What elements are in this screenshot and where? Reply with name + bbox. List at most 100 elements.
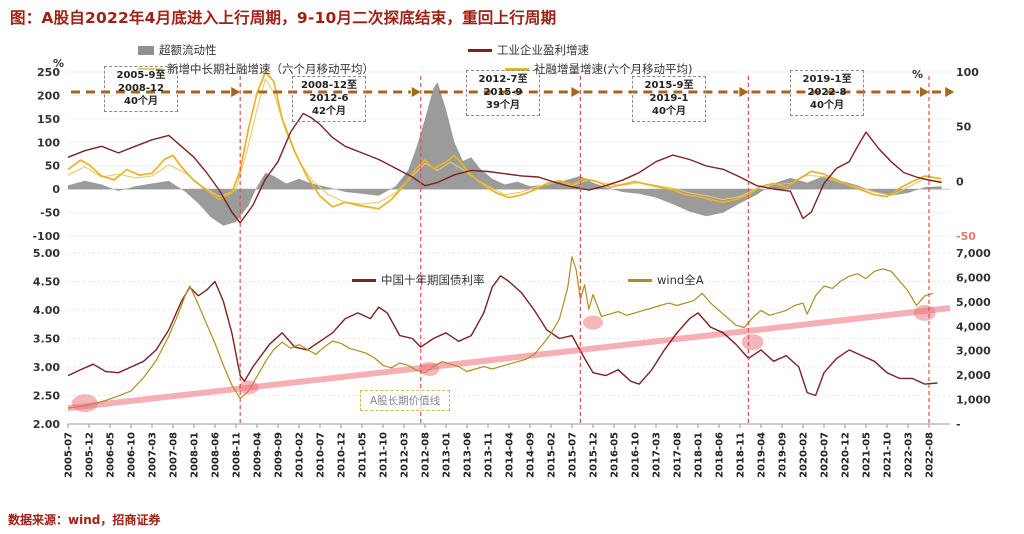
- x-axis-label: 2007-03: [148, 432, 159, 478]
- x-axis-label: 2015-02: [547, 432, 558, 478]
- x-axis-label: 2018-01: [694, 432, 705, 478]
- period-line: 2008-12: [118, 83, 164, 95]
- period-box-5: 2019-1至 2022-8 40个月: [790, 70, 864, 116]
- x-axis-label: 2020-07: [820, 432, 831, 478]
- cycle-bottom-marker: [583, 315, 603, 330]
- x-axis-label: 2009-04: [253, 432, 264, 478]
- period-line: 42个月: [312, 106, 346, 118]
- y-axis-tick-left: 2.50: [33, 390, 60, 403]
- legend-item-industrial-profit: 工业企业盈利增速: [468, 42, 589, 58]
- x-axis-label: 2016-05: [610, 432, 621, 478]
- source-note: 数据来源：wind，招商证券: [8, 513, 161, 527]
- line-series: [68, 71, 942, 210]
- period-line: 40个月: [124, 96, 158, 108]
- period-line: 2019-1: [649, 93, 689, 105]
- period-box-1: 2005-9至 2008-12 40个月: [104, 66, 178, 112]
- x-axis-label: 2005-12: [85, 432, 96, 478]
- period-line: 40个月: [810, 100, 844, 112]
- cycle-arrow-head: [411, 87, 421, 97]
- financing-growth-swatch: [505, 67, 529, 71]
- line-series: [68, 256, 934, 409]
- x-axis-label: 2013-01: [442, 432, 453, 478]
- period-line: 2012-6: [309, 93, 349, 105]
- x-axis-label: 2020-02: [799, 432, 810, 478]
- x-axis-label: 2022-03: [904, 432, 915, 478]
- x-axis-label: 2018-06: [715, 432, 726, 478]
- period-box-2: 2008-12至 2012-6 42个月: [292, 76, 366, 122]
- y-axis-tick-right: 7,000: [956, 247, 991, 260]
- period-line: 2022-8: [807, 87, 847, 99]
- y-axis-tick-left: 4.00: [33, 304, 60, 317]
- x-axis-label: 2013-06: [463, 432, 474, 478]
- y-axis-tick-right: -50: [956, 230, 976, 243]
- x-axis-label: 2008-11: [232, 432, 243, 478]
- y-axis-tick-right: 1,000: [956, 394, 991, 407]
- y-axis-tick-left: 3.50: [33, 333, 60, 346]
- legend-item-financing-growth: 社融增量增速(六个月移动平均): [505, 61, 692, 77]
- y-axis-tick-left: 250: [37, 66, 60, 79]
- x-axis-label: 2017-03: [652, 432, 663, 478]
- y-axis-tick-left: 200: [37, 89, 60, 102]
- period-box-4: 2015-9至 2019-1 40个月: [632, 76, 706, 122]
- line-series: [68, 275, 938, 397]
- legend-label: 新增中长期社融增速（六个月移动平均）: [167, 62, 374, 76]
- x-axis-label: 2015-07: [568, 432, 579, 478]
- y-axis-tick-right: 5,000: [956, 296, 991, 309]
- x-axis-label: 2012-03: [400, 432, 411, 478]
- x-axis-label: 2005-07: [64, 432, 75, 478]
- page-title: 图：A股自2022年4月底进入上行周期，9-10月二次探底结束，重回上行周期: [10, 9, 557, 27]
- y-axis-tick-right: 0: [956, 175, 964, 188]
- y-axis-tick-left: 50: [45, 160, 61, 173]
- top-chart-series: [68, 71, 942, 226]
- y-axis-tick-left: 100: [37, 136, 60, 149]
- line-series: [68, 305, 950, 412]
- line-series: [68, 112, 942, 224]
- x-axis-label: 2011-05: [358, 432, 369, 478]
- legend-item-excess-liquidity: 超额流动性: [138, 42, 217, 58]
- x-axis-label: 2014-04: [505, 432, 516, 478]
- cycle-bottom-marker: [741, 334, 764, 351]
- legend-label: wind全A: [657, 273, 704, 287]
- x-axis-label: 2010-07: [316, 432, 327, 478]
- y-axis-tick-left: -100: [32, 230, 60, 243]
- cycle-bottom-marker: [238, 380, 259, 395]
- y-axis-tick-right: 100: [956, 66, 979, 79]
- x-axis-label: 2009-09: [274, 432, 285, 478]
- x-axis-label: 2010-12: [337, 432, 348, 478]
- x-axis-label: 2008-01: [190, 432, 201, 478]
- legend-item-treasury-yield: 中国十年期国债利率: [352, 272, 485, 288]
- legend-label: 工业企业盈利增速: [497, 43, 589, 57]
- cycle-arrow-head: [945, 87, 955, 97]
- cycle-arrow-head: [571, 87, 581, 97]
- x-axis-label: 2022-08: [925, 432, 936, 478]
- cycle-arrow-head: [231, 87, 241, 97]
- x-axis-label: 2006-10: [127, 432, 138, 478]
- y-axis-tick-right: 4,000: [956, 320, 991, 333]
- x-axis-label: 2016-10: [631, 432, 642, 478]
- y-axis-tick-right: 50: [956, 121, 972, 134]
- x-axis-label: 2019-09: [778, 432, 789, 478]
- period-line: 2005-9至: [116, 70, 166, 81]
- y-axis-tick-right: 3,000: [956, 345, 991, 358]
- y-axis-tick-left: 2.00: [33, 418, 60, 431]
- y-axis-tick-right: 2,000: [956, 369, 991, 382]
- legend-item-mlt-financing: 新增中长期社融增速（六个月移动平均）: [138, 61, 374, 77]
- area-excess-liquidity: [68, 82, 942, 226]
- period-line: 2019-1至: [802, 74, 852, 85]
- legend-item-wind-all-a: wind全A: [628, 272, 704, 288]
- wind-all-a-swatch: [628, 278, 652, 282]
- period-line: 2015-9: [483, 87, 523, 99]
- y-axis-tick-left: 150: [37, 113, 60, 126]
- cycle-arrow-head: [739, 87, 749, 97]
- industrial-profit-swatch: [468, 48, 492, 52]
- cycle-arrow-head: [920, 87, 929, 97]
- period-line: 40个月: [652, 106, 686, 118]
- x-axis-label: 2007-08: [169, 432, 180, 478]
- y-axis-tick-left: 4.50: [33, 276, 60, 289]
- y-axis-tick-right: 6,000: [956, 271, 991, 284]
- x-axis-label: 2011-10: [379, 432, 390, 478]
- x-axis-label: 2010-02: [295, 432, 306, 478]
- cycle-bottom-marker: [419, 362, 440, 376]
